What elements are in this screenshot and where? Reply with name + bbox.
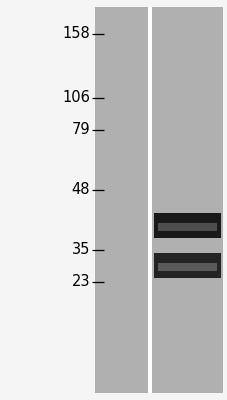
Bar [94, 7, 148, 393]
Text: 23: 23 [71, 274, 90, 290]
Text: 48: 48 [71, 182, 90, 198]
Text: 79: 79 [71, 122, 90, 138]
Text: 35: 35 [71, 242, 90, 258]
Bar [147, 7, 151, 393]
Text: 158: 158 [62, 26, 90, 42]
Bar [153, 213, 220, 238]
Bar [153, 253, 220, 278]
Bar [151, 7, 222, 393]
Text: 106: 106 [62, 90, 90, 106]
Bar [158, 263, 216, 270]
Bar [158, 223, 216, 230]
